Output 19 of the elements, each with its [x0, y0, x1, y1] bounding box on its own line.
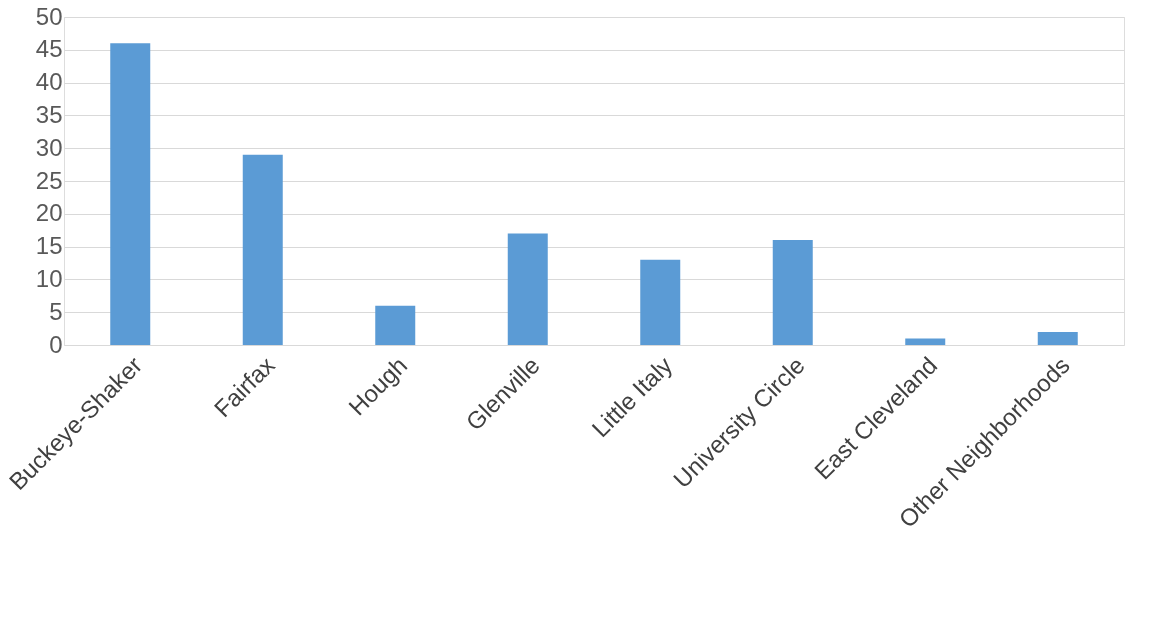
bar: [507, 233, 548, 345]
bar: [905, 338, 946, 345]
bar: [110, 43, 151, 345]
y-tick-label: 0: [49, 330, 63, 358]
y-tick-label: 50: [35, 2, 63, 30]
y-tick-label: 15: [35, 232, 63, 260]
bar: [375, 305, 416, 345]
y-tick-label: 10: [35, 264, 63, 292]
y-tick-label: 20: [35, 199, 63, 227]
bar: [640, 259, 681, 345]
y-tick-label: 5: [49, 297, 63, 325]
bar: [1037, 331, 1078, 345]
y-tick-label: 45: [35, 35, 63, 63]
y-tick-label: 30: [35, 133, 63, 161]
bar: [772, 240, 813, 345]
y-tick-label: 40: [35, 68, 63, 96]
bar: [242, 154, 283, 345]
y-tick-label: 35: [35, 100, 63, 128]
y-tick-label: 25: [35, 166, 63, 194]
